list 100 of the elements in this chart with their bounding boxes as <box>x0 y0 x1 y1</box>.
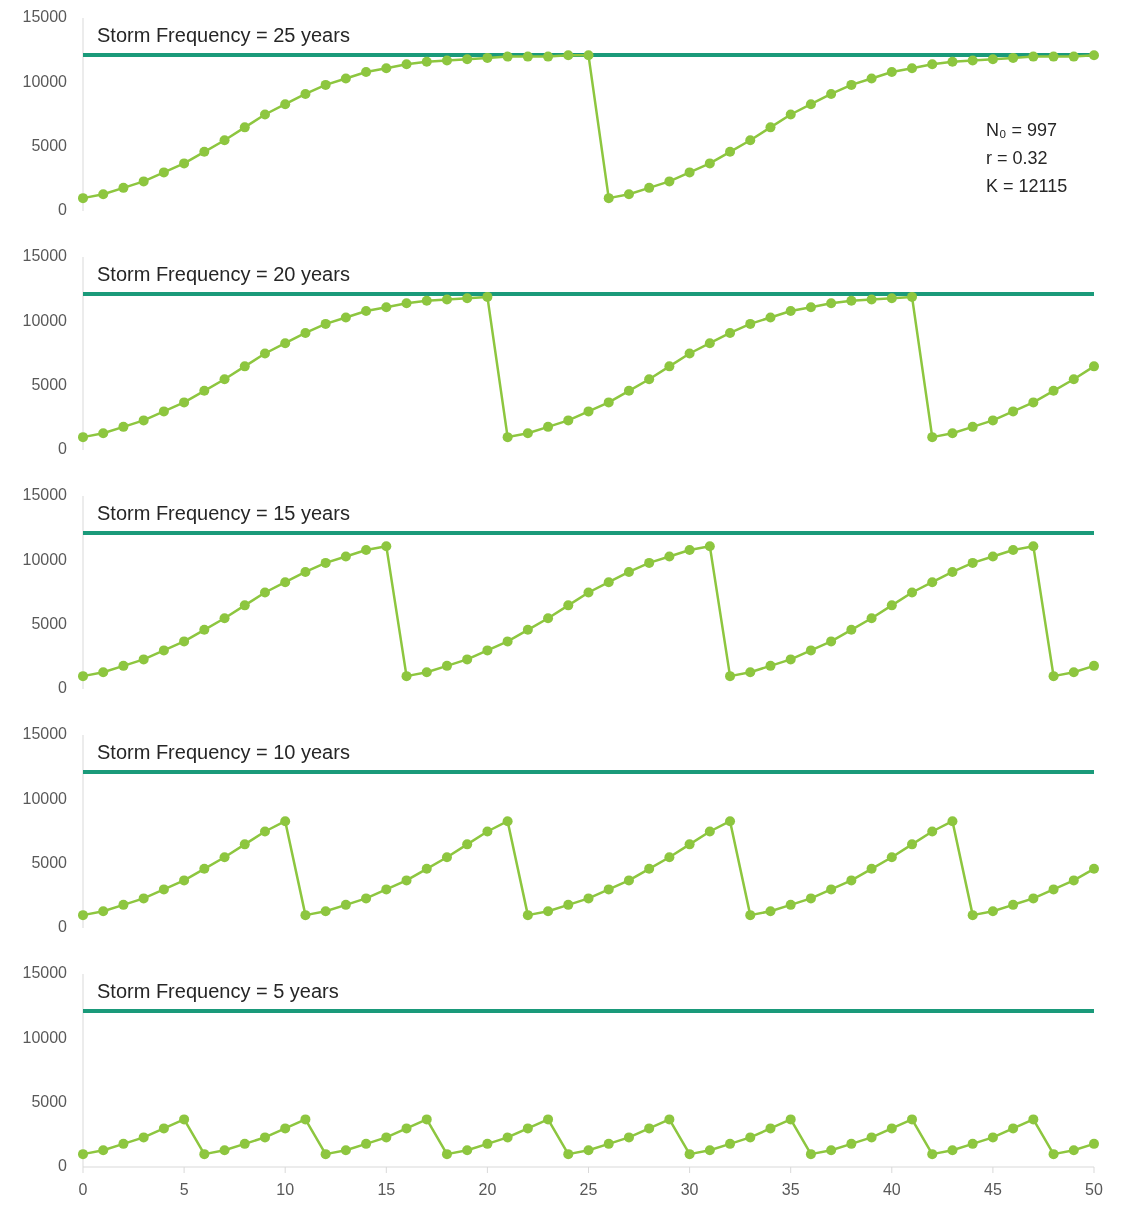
point <box>603 397 614 408</box>
point <box>907 291 918 302</box>
point <box>259 1132 270 1143</box>
point <box>401 1123 412 1134</box>
point <box>421 667 432 678</box>
x-tick-label: 40 <box>882 1181 901 1198</box>
point <box>725 816 736 827</box>
point <box>199 624 210 635</box>
point <box>1008 406 1019 417</box>
point <box>603 884 614 895</box>
point <box>664 361 675 372</box>
point <box>846 79 857 90</box>
point <box>300 566 311 577</box>
y-tick-label: 0 <box>58 918 68 936</box>
y-tick-label: 10000 <box>22 789 68 807</box>
point <box>1048 1149 1059 1160</box>
point <box>745 667 756 678</box>
point <box>927 1149 938 1160</box>
point <box>704 826 715 837</box>
point <box>441 852 452 863</box>
point <box>401 875 412 886</box>
chart-title: Storm Frequency = 15 years <box>97 502 350 524</box>
point <box>381 1132 392 1143</box>
y-tick-label: 15000 <box>22 486 68 504</box>
point <box>765 906 776 917</box>
point <box>462 54 473 65</box>
point <box>745 1132 756 1143</box>
point <box>522 1123 533 1134</box>
y-tick-label: 15000 <box>22 964 68 982</box>
point <box>987 1132 998 1143</box>
point <box>987 54 998 65</box>
point <box>866 1132 877 1143</box>
y-tick-label: 15000 <box>22 725 68 743</box>
point <box>563 50 574 61</box>
y-tick-label: 10000 <box>22 311 68 329</box>
annotation: K = 12115 <box>986 176 1068 196</box>
x-tick-label: 50 <box>1085 1181 1103 1198</box>
point <box>98 428 109 439</box>
point <box>725 327 736 338</box>
y-tick-label: 5000 <box>31 136 68 154</box>
point <box>684 1149 695 1160</box>
point <box>805 1149 816 1160</box>
point <box>866 863 877 874</box>
point <box>967 55 978 66</box>
x-tick-label: 45 <box>984 1181 1002 1198</box>
point <box>199 1149 210 1160</box>
point <box>684 545 695 556</box>
y-tick-label: 5000 <box>31 853 68 871</box>
point <box>805 893 816 904</box>
point <box>1068 1145 1079 1156</box>
point <box>1068 51 1079 62</box>
point <box>361 306 372 317</box>
point <box>138 1132 149 1143</box>
point <box>381 884 392 895</box>
point <box>179 636 190 647</box>
point <box>1089 361 1099 372</box>
point <box>462 1145 473 1156</box>
point <box>745 318 756 329</box>
point <box>98 906 109 917</box>
point <box>340 551 351 562</box>
point <box>118 899 129 910</box>
point <box>401 59 412 70</box>
point <box>462 293 473 304</box>
point <box>765 122 776 133</box>
point <box>98 1145 109 1156</box>
point <box>785 654 796 665</box>
point <box>826 298 837 309</box>
point <box>502 1132 513 1143</box>
annotation: N₀ = 997 <box>986 120 1058 140</box>
point <box>543 421 554 432</box>
point <box>320 557 331 568</box>
point <box>300 1114 311 1125</box>
point <box>947 428 958 439</box>
x-tick-label: 15 <box>377 1181 396 1198</box>
point <box>765 660 776 671</box>
point <box>199 146 210 157</box>
point <box>826 636 837 647</box>
point <box>259 109 270 120</box>
point <box>219 135 230 146</box>
point <box>967 421 978 432</box>
y-tick-label: 5000 <box>31 614 68 632</box>
point <box>886 67 897 78</box>
point <box>1068 374 1079 385</box>
point <box>927 59 938 70</box>
point <box>502 816 513 827</box>
point <box>644 863 655 874</box>
point <box>158 406 169 417</box>
point <box>219 613 230 624</box>
point <box>1089 863 1099 874</box>
y-tick-label: 0 <box>58 1157 68 1175</box>
point <box>340 1145 351 1156</box>
point <box>462 654 473 665</box>
point <box>563 899 574 910</box>
point <box>826 884 837 895</box>
annotation: r = 0.32 <box>986 148 1048 168</box>
point <box>361 67 372 78</box>
point <box>280 577 291 588</box>
point <box>927 826 938 837</box>
point <box>1089 1138 1099 1149</box>
point <box>381 541 392 552</box>
